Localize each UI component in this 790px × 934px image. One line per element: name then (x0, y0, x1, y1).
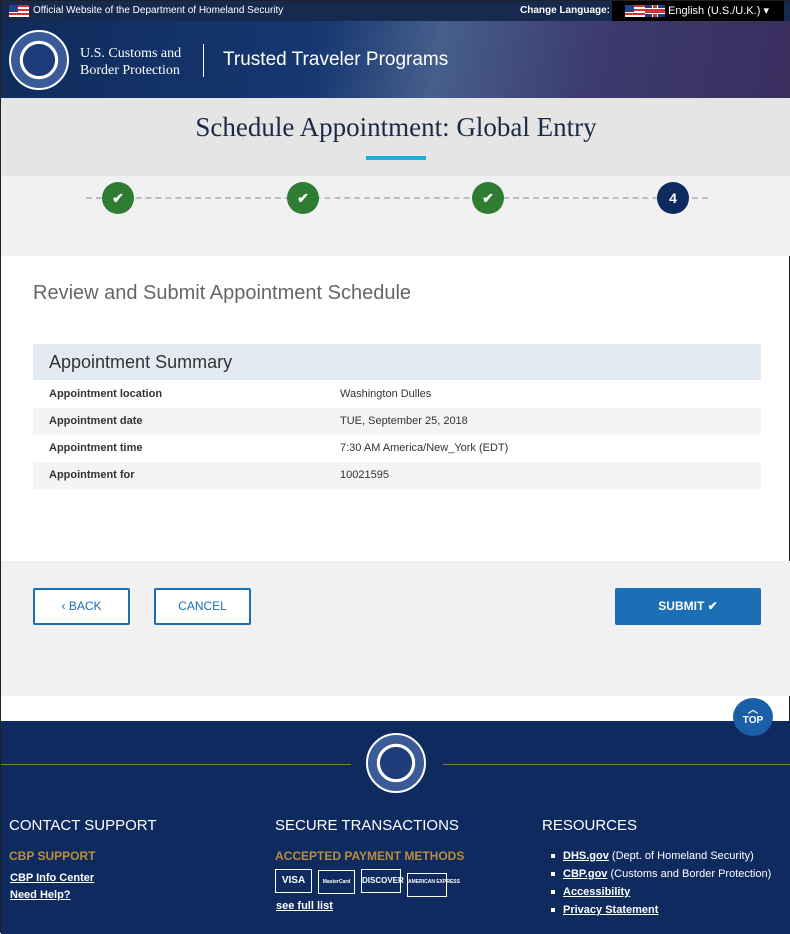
change-language-label: Change Language: (520, 5, 611, 16)
dhs-seal-logo (366, 733, 426, 793)
language-value: English (U.S./U.K.) (668, 5, 761, 17)
contact-support-title: CONTACT SUPPORT (9, 817, 157, 834)
row-label: Appointment for (49, 469, 135, 481)
footer-divider (443, 764, 790, 765)
language-select[interactable]: English (U.S./U.K.) ▾ (612, 1, 784, 21)
cancel-button[interactable]: CANCEL (154, 588, 251, 625)
discover-icon: DISCOVER (361, 869, 404, 893)
payment-methods-subtitle: ACCEPTED PAYMENT METHODS (275, 849, 465, 863)
see-full-list-link[interactable]: see full list (276, 900, 333, 912)
row-value: TUE, September 25, 2018 (340, 415, 468, 427)
dhs-link[interactable]: DHS.gov (563, 850, 609, 862)
visa-icon: VISA (275, 869, 312, 893)
agency-name-line1: U.S. Customs and (80, 46, 182, 61)
cbp-support-subtitle: CBP SUPPORT (9, 849, 96, 863)
row-label: Appointment date (49, 415, 143, 427)
step-1-complete: ✔ (102, 182, 134, 214)
dhs-seal-logo[interactable] (9, 30, 69, 90)
amex-icon: AMERICAN EXPRESS (407, 873, 460, 897)
cancel-label: CANCEL (178, 599, 227, 613)
step-2-complete: ✔ (287, 182, 319, 214)
footer-divider (1, 764, 351, 765)
cbp-info-center-link[interactable]: CBP Info Center (10, 872, 95, 884)
stepper-line (86, 197, 708, 199)
row-value: 7:30 AM America/New_York (EDT) (340, 442, 509, 454)
step-3-complete: ✔ (472, 182, 504, 214)
program-title[interactable]: Trusted Traveler Programs (223, 49, 449, 70)
actions-area (1, 561, 790, 696)
title-underline (366, 156, 426, 160)
resource-desc: (Dept. of Homeland Security) (608, 850, 754, 862)
row-value: 10021595 (340, 469, 389, 481)
back-to-top-button[interactable]: ︿ TOP (733, 698, 773, 736)
summary-row: Appointment location Washington Dulles (33, 381, 761, 408)
resource-desc: (Customs and Border Protection) (607, 868, 772, 880)
official-banner: Official Website of the Department of Ho… (1, 1, 790, 21)
accessibility-link[interactable]: Accessibility (563, 886, 631, 898)
row-label: Appointment location (49, 388, 163, 400)
caret-down-icon: ▾ (763, 5, 769, 17)
back-label: BACK (68, 599, 102, 613)
progress-stepper: ✔ ✔ ✔ 4 (1, 176, 790, 256)
back-button[interactable]: ‹ BACK (33, 588, 130, 625)
chevron-up-icon: ︿ (748, 705, 758, 716)
step-4-current: 4 (657, 182, 689, 214)
section-heading: Review and Submit Appointment Schedule (33, 282, 412, 304)
row-value: Washington Dulles (340, 388, 432, 400)
summary-row: Appointment for 10021595 (33, 462, 761, 489)
chevron-left-icon: ‹ (61, 599, 66, 613)
site-footer: CONTACT SUPPORT CBP SUPPORT CBP Info Cen… (1, 721, 790, 934)
summary-row: Appointment date TUE, September 25, 2018 (33, 408, 761, 435)
top-label: TOP (742, 715, 764, 726)
resource-item: DHS.gov (Dept. of Homeland Security) (551, 850, 771, 862)
title-band: Schedule Appointment: Global Entry (1, 98, 790, 176)
resource-item: Privacy Statement (551, 904, 771, 916)
resources-title: RESOURCES (542, 817, 638, 834)
mastercard-icon: MasterCard (318, 870, 355, 894)
row-label: Appointment time (49, 442, 143, 454)
review-card: Review and Submit Appointment Schedule A… (9, 256, 784, 561)
official-text: Official Website of the Department of Ho… (33, 5, 284, 16)
submit-button[interactable]: SUBMIT ✔ (615, 588, 761, 625)
cbp-link[interactable]: CBP.gov (563, 868, 608, 880)
uk-flag-icon (645, 5, 665, 18)
site-header: U.S. Customs and Border Protection Trust… (1, 21, 790, 98)
page-title: Schedule Appointment: Global Entry (195, 112, 597, 142)
summary-header: Appointment Summary (33, 344, 761, 380)
us-flag-icon (9, 5, 29, 17)
check-icon: ✔ (707, 599, 718, 613)
secure-transactions-title: SECURE TRANSACTIONS (275, 817, 459, 834)
submit-label: SUBMIT (658, 599, 705, 613)
us-flag-icon (625, 5, 645, 18)
need-help-link[interactable]: Need Help? (10, 889, 71, 901)
divider (203, 44, 204, 77)
summary-row: Appointment time 7:30 AM America/New_York… (33, 435, 761, 462)
agency-name-line2: Border Protection (80, 63, 180, 78)
privacy-link[interactable]: Privacy Statement (563, 904, 659, 916)
resource-item: CBP.gov (Customs and Border Protection) (551, 868, 771, 880)
resource-item: Accessibility (551, 886, 771, 898)
